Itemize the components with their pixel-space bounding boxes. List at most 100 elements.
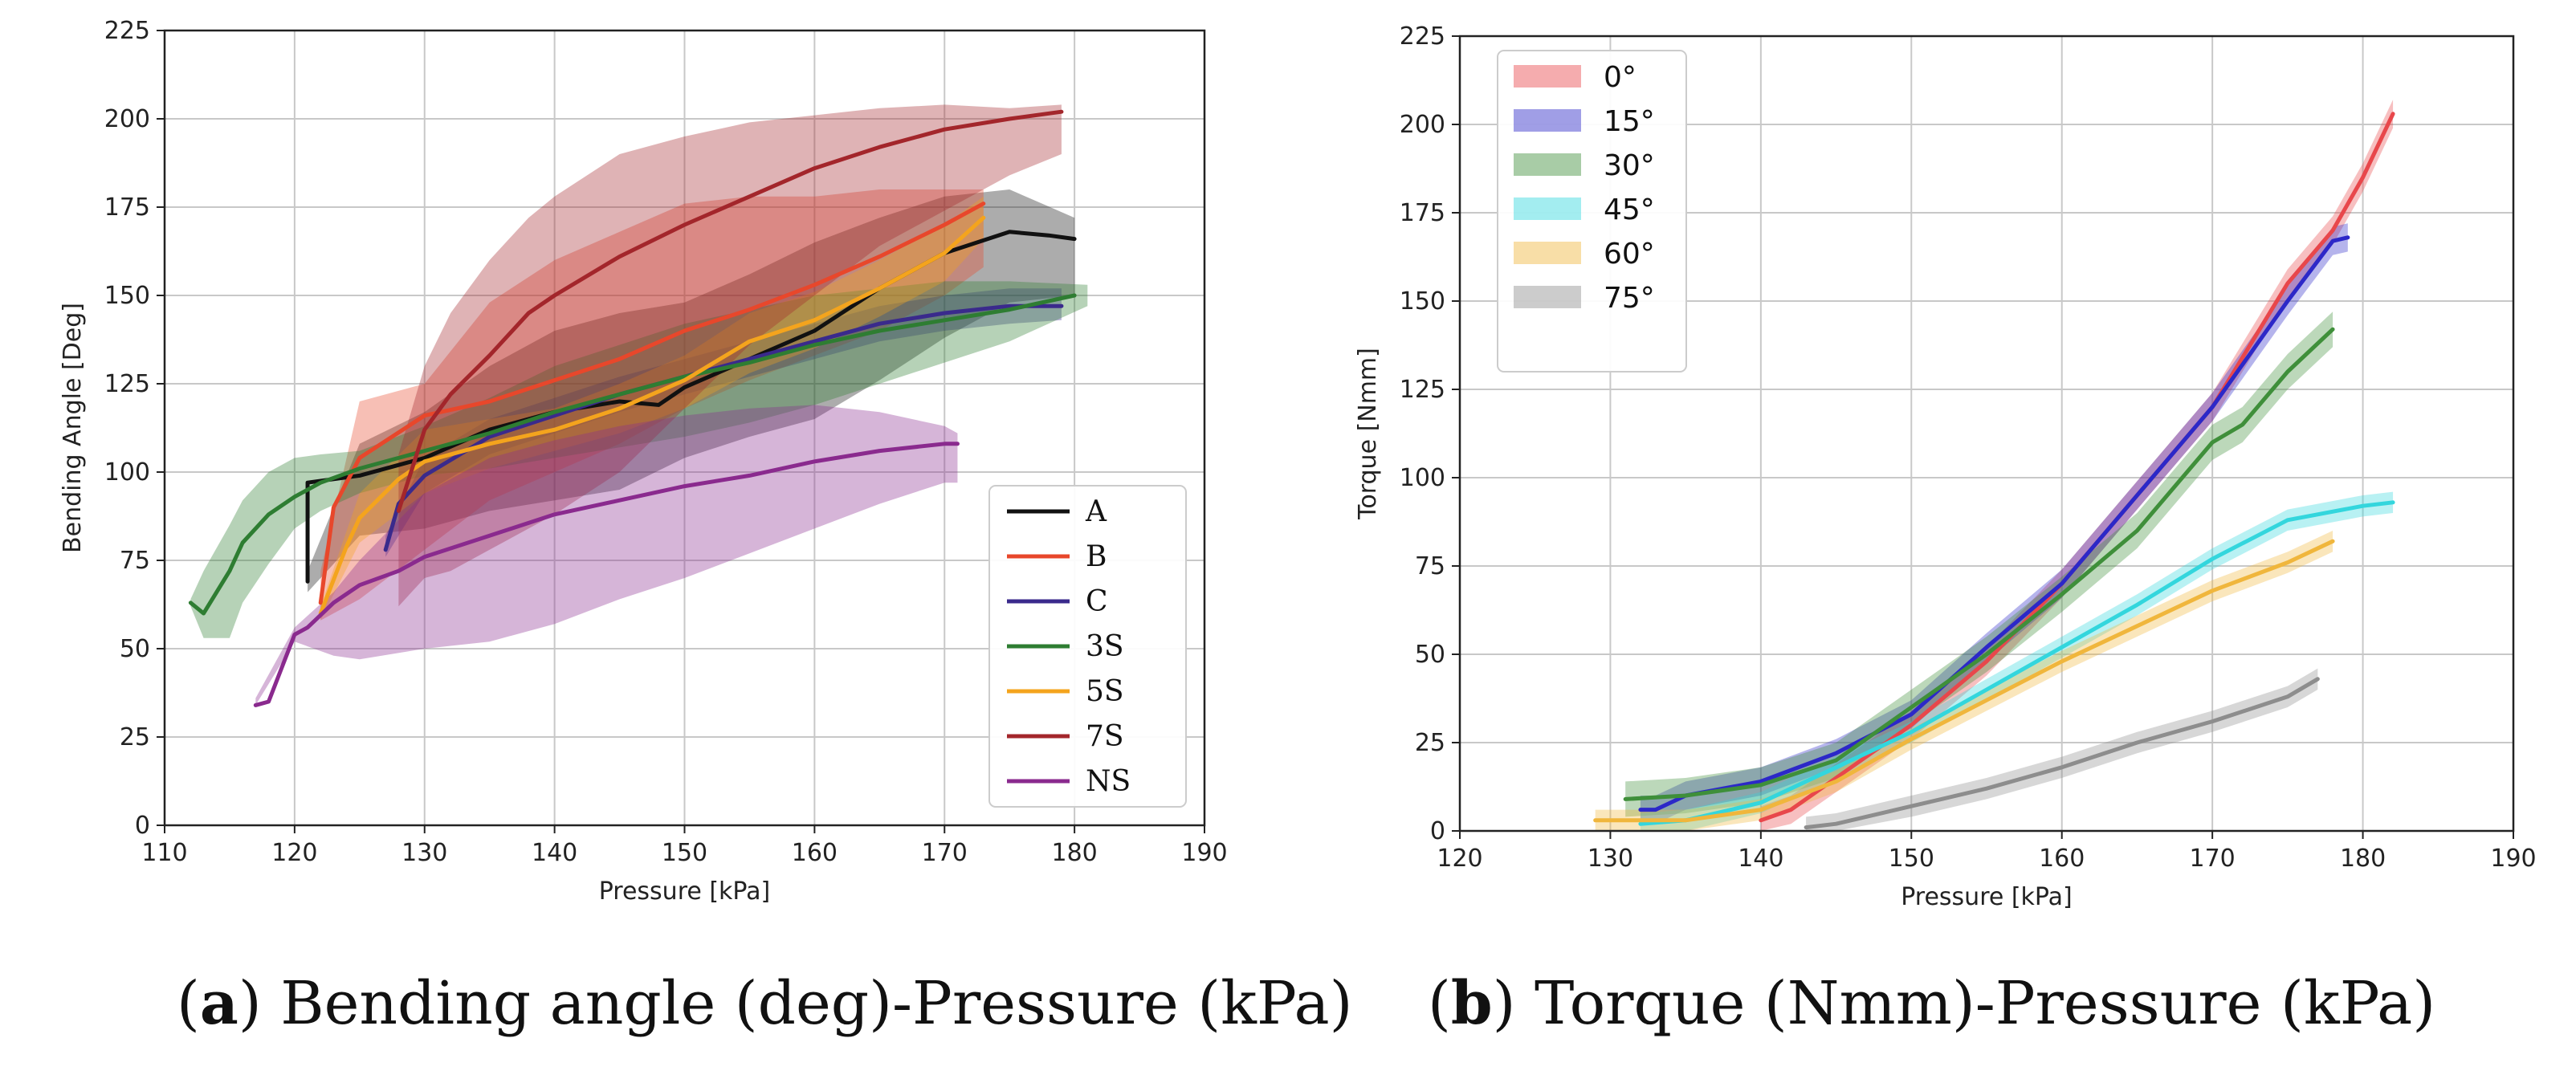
y-tick-label: 25: [1415, 729, 1445, 757]
series-line-30°: [1623, 327, 2335, 801]
x-tick-label: 140: [1738, 845, 1783, 873]
legend-label: C: [1086, 585, 1108, 618]
svg-text:(b) Torque (Nmm)-Pressure (kPa: (b) Torque (Nmm)-Pressure (kPa): [1428, 969, 2435, 1038]
series-band-NS: [255, 405, 958, 706]
legend-label: 7S: [1086, 720, 1124, 753]
legend-label: 75°: [1604, 282, 1655, 315]
series-line-A: [305, 230, 1077, 584]
legend-patch-swatch: [1514, 197, 1581, 220]
legend-patch-swatch: [1514, 286, 1581, 308]
series-band-7S: [398, 104, 1062, 607]
y-tick-label: 225: [104, 17, 150, 45]
series-band-75°: [1806, 668, 2318, 831]
x-tick-label: 180: [1051, 839, 1097, 867]
legend-item: 7S: [1007, 720, 1124, 753]
y-tick-label: 75: [120, 547, 150, 575]
legend-item: 75°: [1514, 282, 1655, 315]
legend-item: 5S: [1007, 675, 1124, 708]
panel-b-chart: 120 130 140 150 160 170 180 190 0 25 50 75 100 125 150…: [1354, 22, 2537, 911]
legend-item: 60°: [1514, 238, 1655, 271]
x-tick-label: 190: [2490, 845, 2536, 873]
y-tick-label: 100: [104, 458, 150, 487]
series-line-NS: [253, 442, 960, 707]
x-tick-label: 120: [271, 839, 317, 867]
y-tick-label: 175: [1400, 199, 1445, 227]
legend-item: 30°: [1514, 149, 1655, 182]
x-tick-label: 140: [532, 839, 577, 867]
series-line-7S: [396, 109, 1064, 513]
legend-label: 5S: [1086, 675, 1124, 708]
axes-frame: [163, 29, 1206, 827]
legend-item: A: [1007, 495, 1107, 528]
legend-item: C: [1007, 585, 1108, 618]
legend-patch-swatch: [1514, 65, 1581, 88]
y-axis-label: Bending Angle [Deg]: [59, 303, 87, 553]
y-tick-label: 50: [120, 635, 150, 663]
legend-item: 15°: [1514, 105, 1655, 138]
series-line-3S: [188, 293, 1077, 616]
x-tick-label: 150: [662, 839, 707, 867]
legend-label: A: [1085, 495, 1107, 528]
legend-item: 0°: [1514, 61, 1636, 94]
panel-a-chart: 110 120 130 140 150 160 170 180 190 0 25 50 75 100 125…: [59, 17, 1228, 906]
series-line-B: [318, 202, 986, 605]
y-tick-label: 0: [135, 812, 150, 840]
series-line-5S: [318, 215, 986, 616]
series-line-60°: [1593, 539, 2335, 823]
series-line-45°: [1638, 500, 2395, 826]
legend: ABC 3S 5S 7S NS: [988, 485, 1187, 808]
x-tick-label: 170: [2190, 845, 2236, 873]
x-tick-label: 180: [2340, 845, 2386, 873]
x-tick-label: 150: [1889, 845, 1934, 873]
y-tick-label: 225: [1400, 22, 1445, 51]
y-tick-label: 125: [1400, 376, 1445, 404]
y-tick-label: 75: [1415, 552, 1445, 580]
y-tick-label: 25: [120, 723, 150, 751]
y-tick-label: 200: [1400, 111, 1445, 139]
legend-patch-swatch: [1514, 153, 1581, 176]
caption-b-letter: b: [1451, 969, 1493, 1038]
legend-patch-swatch: [1514, 109, 1581, 132]
legend-label: 3S: [1086, 630, 1124, 663]
x-tick-label: 160: [792, 839, 838, 867]
x-tick-label: 190: [1181, 839, 1227, 867]
caption-b: (b) Torque (Nmm)-Pressure (kPa): [1428, 969, 2435, 1038]
y-tick-label: 175: [104, 193, 150, 222]
series-band-3S: [190, 281, 1088, 638]
legend-box: [988, 485, 1187, 808]
legend-label: 15°: [1604, 105, 1655, 138]
x-axis-label: Pressure [kPa]: [1901, 883, 2073, 911]
legend-label: 60°: [1604, 238, 1655, 271]
y-tick-label: 100: [1400, 464, 1445, 492]
legend-label: 45°: [1604, 193, 1655, 226]
legend-item: B: [1007, 540, 1107, 573]
y-tick-label: 50: [1415, 641, 1445, 669]
legend-label: B: [1086, 540, 1107, 573]
x-tick-label: 120: [1437, 845, 1482, 873]
legend-item: NS: [1007, 765, 1131, 798]
legend-label: 0°: [1604, 61, 1636, 94]
legend-patch-swatch: [1514, 242, 1581, 264]
y-tick-label: 200: [104, 105, 150, 133]
series-line-75°: [1804, 677, 2320, 830]
x-tick-label: 130: [1588, 845, 1633, 873]
y-tick-label: 0: [1430, 817, 1445, 845]
x-tick-label: 170: [922, 839, 968, 867]
y-tick-label: 150: [104, 282, 150, 310]
y-tick-label: 125: [104, 370, 150, 398]
caption-a-text: ) Bending angle (deg)-Pressure (kPa): [238, 969, 1353, 1038]
y-axis-label: Torque [Nmm]: [1354, 348, 1382, 520]
legend-item: 45°: [1514, 193, 1655, 226]
x-axis-label: Pressure [kPa]: [599, 877, 771, 906]
svg-text:(a) Bending angle (deg)-Pressu: (a) Bending angle (deg)-Pressure (kPa): [177, 969, 1352, 1038]
legend-item: 3S: [1007, 630, 1124, 663]
caption-a: (a) Bending angle (deg)-Pressure (kPa): [177, 969, 1352, 1038]
x-tick-label: 130: [401, 839, 447, 867]
legend-box: [1497, 50, 1687, 373]
caption-a-letter: a: [200, 969, 238, 1038]
series-band-5S: [320, 196, 984, 621]
legend-label: NS: [1086, 765, 1131, 798]
series-band-A: [308, 189, 1075, 592]
x-tick-label: 160: [2039, 845, 2085, 873]
